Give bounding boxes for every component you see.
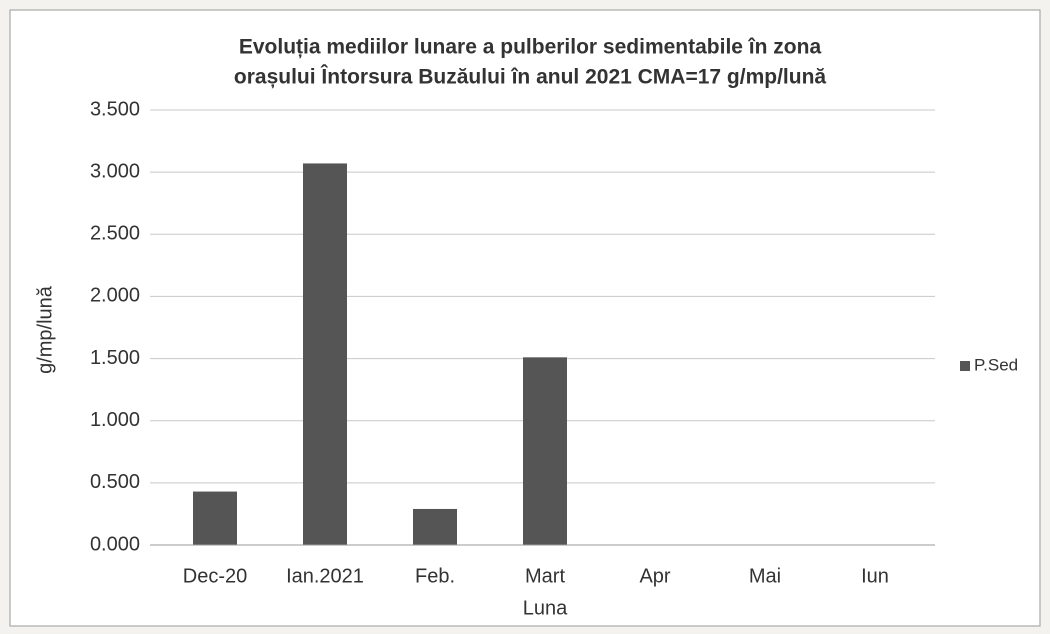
y-tick-label: 2.000 (90, 285, 140, 307)
bar (303, 163, 347, 545)
y-tick-label: 2.500 (90, 223, 140, 245)
x-tick-label: Iun (861, 565, 889, 587)
y-tick-label: 0.000 (90, 533, 140, 555)
y-tick-label: 3.000 (90, 160, 140, 182)
y-tick-label: 0.500 (90, 471, 140, 493)
x-axis-label: Luna (523, 597, 568, 619)
x-tick-label: Feb. (415, 565, 455, 587)
bar (413, 508, 457, 545)
x-tick-label: Apr (639, 565, 670, 587)
x-tick-label: Mai (749, 565, 781, 587)
chart-title: orașului Întorsura Buzăului în anul 2021… (234, 65, 827, 89)
legend-label: P.Sed (974, 355, 1018, 374)
legend-swatch (960, 361, 970, 371)
y-tick-label: 1.500 (90, 347, 140, 369)
y-tick-label: 1.000 (90, 409, 140, 431)
y-tick-label: 3.500 (90, 98, 140, 120)
chart-title: Evoluția mediilor lunare a pulberilor se… (239, 36, 822, 59)
x-tick-label: Mart (525, 565, 565, 587)
bar (193, 491, 237, 545)
bar (523, 357, 567, 545)
x-tick-label: Dec-20 (183, 565, 247, 587)
y-axis-label: g/mp/lună (34, 285, 56, 374)
x-tick-label: Ian.2021 (286, 565, 364, 587)
